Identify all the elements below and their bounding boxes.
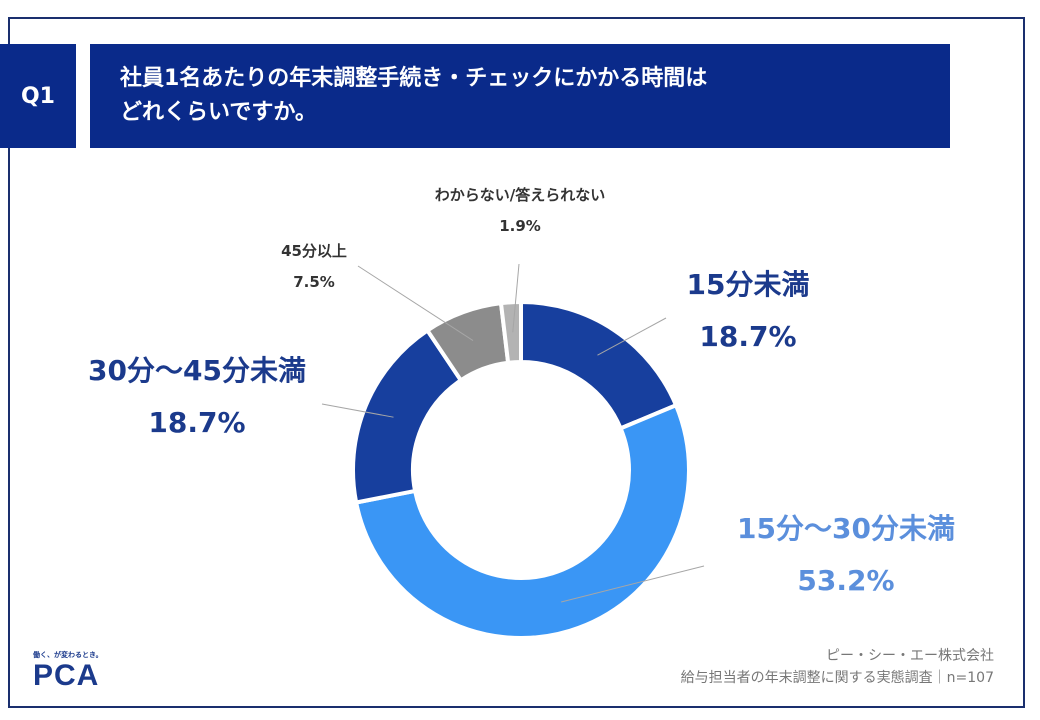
slice-category-label: わからない/答えられない xyxy=(435,186,605,204)
leader-line xyxy=(512,263,520,333)
slice-category-label: 45分以上 xyxy=(281,242,347,260)
survey-note: 給与担当者の年末調整に関する実態調査｜n=107 xyxy=(680,670,994,686)
logo-tagline: 働く、が変わるとき。 xyxy=(33,651,103,659)
question-badge: Q1 xyxy=(0,44,76,148)
source-credit: ピー・シー・エー株式会社 給与担当者の年末調整に関する実態調査｜n=107 xyxy=(681,645,994,689)
leader-line xyxy=(357,265,474,342)
question-title-box: 社員1名あたりの年末調整手続き・チェックにかかる時間は どれくらいですか。 xyxy=(90,44,950,148)
donut-slice xyxy=(519,299,679,431)
donut-slice xyxy=(498,299,523,365)
donut-slice xyxy=(353,402,691,640)
slice-value-label: 7.5% xyxy=(293,273,335,291)
slice-value-label: 53.2% xyxy=(797,564,894,597)
company-name: ピー・シー・エー株式会社 xyxy=(826,648,994,664)
pca-logo: 働く、が変わるとき。 PCA xyxy=(33,650,103,692)
logo-text: PCA xyxy=(33,659,100,692)
question-title-line-1: 社員1名あたりの年末調整手続き・チェックにかかる時間は xyxy=(120,66,708,91)
slice-value-label: 1.9% xyxy=(499,217,541,235)
leader-line xyxy=(321,403,394,418)
slice-category-label: 15分～30分未満 xyxy=(737,512,955,545)
slice-category-label: 30分～45分未満 xyxy=(88,354,306,387)
leader-line xyxy=(561,565,705,603)
question-title-line-2: どれくらいですか。 xyxy=(120,100,317,125)
slice-value-label: 18.7% xyxy=(148,406,245,439)
leader-line xyxy=(597,317,667,356)
page-frame xyxy=(8,17,1025,708)
slice-category-label: 15分未満 xyxy=(687,268,810,301)
slice-value-label: 18.7% xyxy=(699,320,796,353)
